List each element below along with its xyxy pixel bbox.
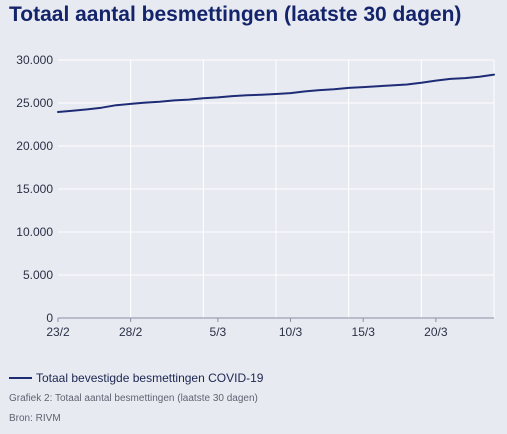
line-chart: 0 5.000 10.000 15.000 20.000 25.000 30.000 23/…: [16, 53, 495, 339]
y-axis-ticks: 0 5.000 10.000 15.000 20.000 25.000 30.000: [16, 53, 53, 325]
x-tick-label: 10/3: [279, 325, 303, 339]
y-tick-label: 30.000: [16, 53, 53, 67]
series-line: [57, 73, 495, 113]
x-tick-label: 23/2: [46, 325, 70, 339]
legend: Totaal bevestigde besmettingen COVID-19: [9, 371, 263, 385]
x-tick-label: 28/2: [119, 325, 143, 339]
figure-caption: Grafiek 2: Totaal aantal besmettingen (l…: [9, 393, 258, 404]
x-tick-label: 20/3: [424, 325, 448, 339]
chart-title: Totaal aantal besmettingen (laatste 30 d…: [9, 3, 462, 26]
y-tick-label: 25.000: [16, 96, 53, 110]
legend-label: Totaal bevestigde besmettingen COVID-19: [36, 371, 264, 385]
y-tick-label: 0: [46, 311, 53, 325]
y-tick-label: 15.000: [16, 182, 53, 196]
x-tick-label: 5/3: [210, 325, 227, 339]
y-tick-label: 20.000: [16, 139, 53, 153]
y-tick-label: 10.000: [16, 225, 53, 239]
legend-line-swatch: [9, 377, 32, 379]
y-tick-label: 5.000: [23, 268, 53, 282]
x-tick-label: 15/3: [352, 325, 376, 339]
grid: [58, 59, 495, 319]
source-note: Bron: RIVM: [9, 413, 61, 424]
series: [57, 73, 495, 113]
x-axis-ticks: 23/2 28/2 5/3 10/3 15/3 20/3: [46, 318, 448, 339]
